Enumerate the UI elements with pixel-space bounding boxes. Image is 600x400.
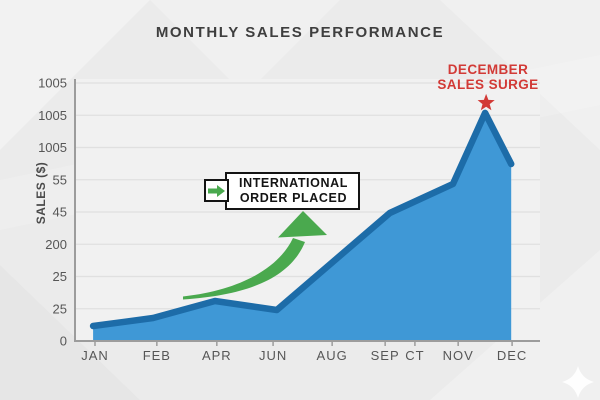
x-tick-label: SEP	[371, 348, 400, 363]
y-tick-label: 1005	[38, 140, 67, 155]
growth-arrow-icon	[183, 211, 327, 300]
annotation-tab	[204, 179, 229, 202]
annotation-line-1: DECEMBER	[447, 62, 529, 77]
y-tick-label: 25	[53, 269, 67, 284]
x-tick-label: JUN	[259, 348, 287, 363]
x-tick-label: NOV	[443, 348, 474, 363]
x-tick-label: CT	[405, 348, 424, 363]
line-series	[89, 109, 515, 330]
sparkle-icon	[562, 366, 594, 398]
x-tick-label: APR	[202, 348, 232, 363]
annotation-line-1: INTERNATIONAL	[239, 176, 348, 190]
y-tick-label: 55	[53, 172, 67, 187]
area-series	[93, 112, 512, 342]
right-arrow-icon	[208, 184, 225, 197]
x-tick-label: AUG	[317, 348, 348, 363]
international-order-annotation: INTERNATIONAL ORDER PLACED	[204, 172, 394, 212]
x-tick-label: FEB	[143, 348, 171, 363]
chart-title: MONTHLY SALES PERFORMANCE	[155, 24, 445, 41]
x-tick-label: JAN	[81, 348, 109, 363]
y-tick-label: 1005	[38, 76, 67, 91]
peak-star-marker	[477, 93, 495, 111]
y-tick-label: 45	[53, 205, 67, 220]
y-tick-label: 0	[60, 334, 67, 349]
annotation-box: INTERNATIONAL ORDER PLACED	[225, 172, 360, 210]
y-tick-label: 1005	[38, 108, 67, 123]
annotation-line-2: SALES SURGE	[437, 77, 539, 92]
y-tick-label: 25	[53, 301, 67, 316]
y-tick-label: 200	[45, 237, 67, 252]
december-surge-annotation: DECEMBER SALES SURGE	[408, 62, 568, 92]
annotation-line-2: ORDER PLACED	[239, 190, 348, 205]
x-tick-label: DEC	[497, 348, 527, 363]
